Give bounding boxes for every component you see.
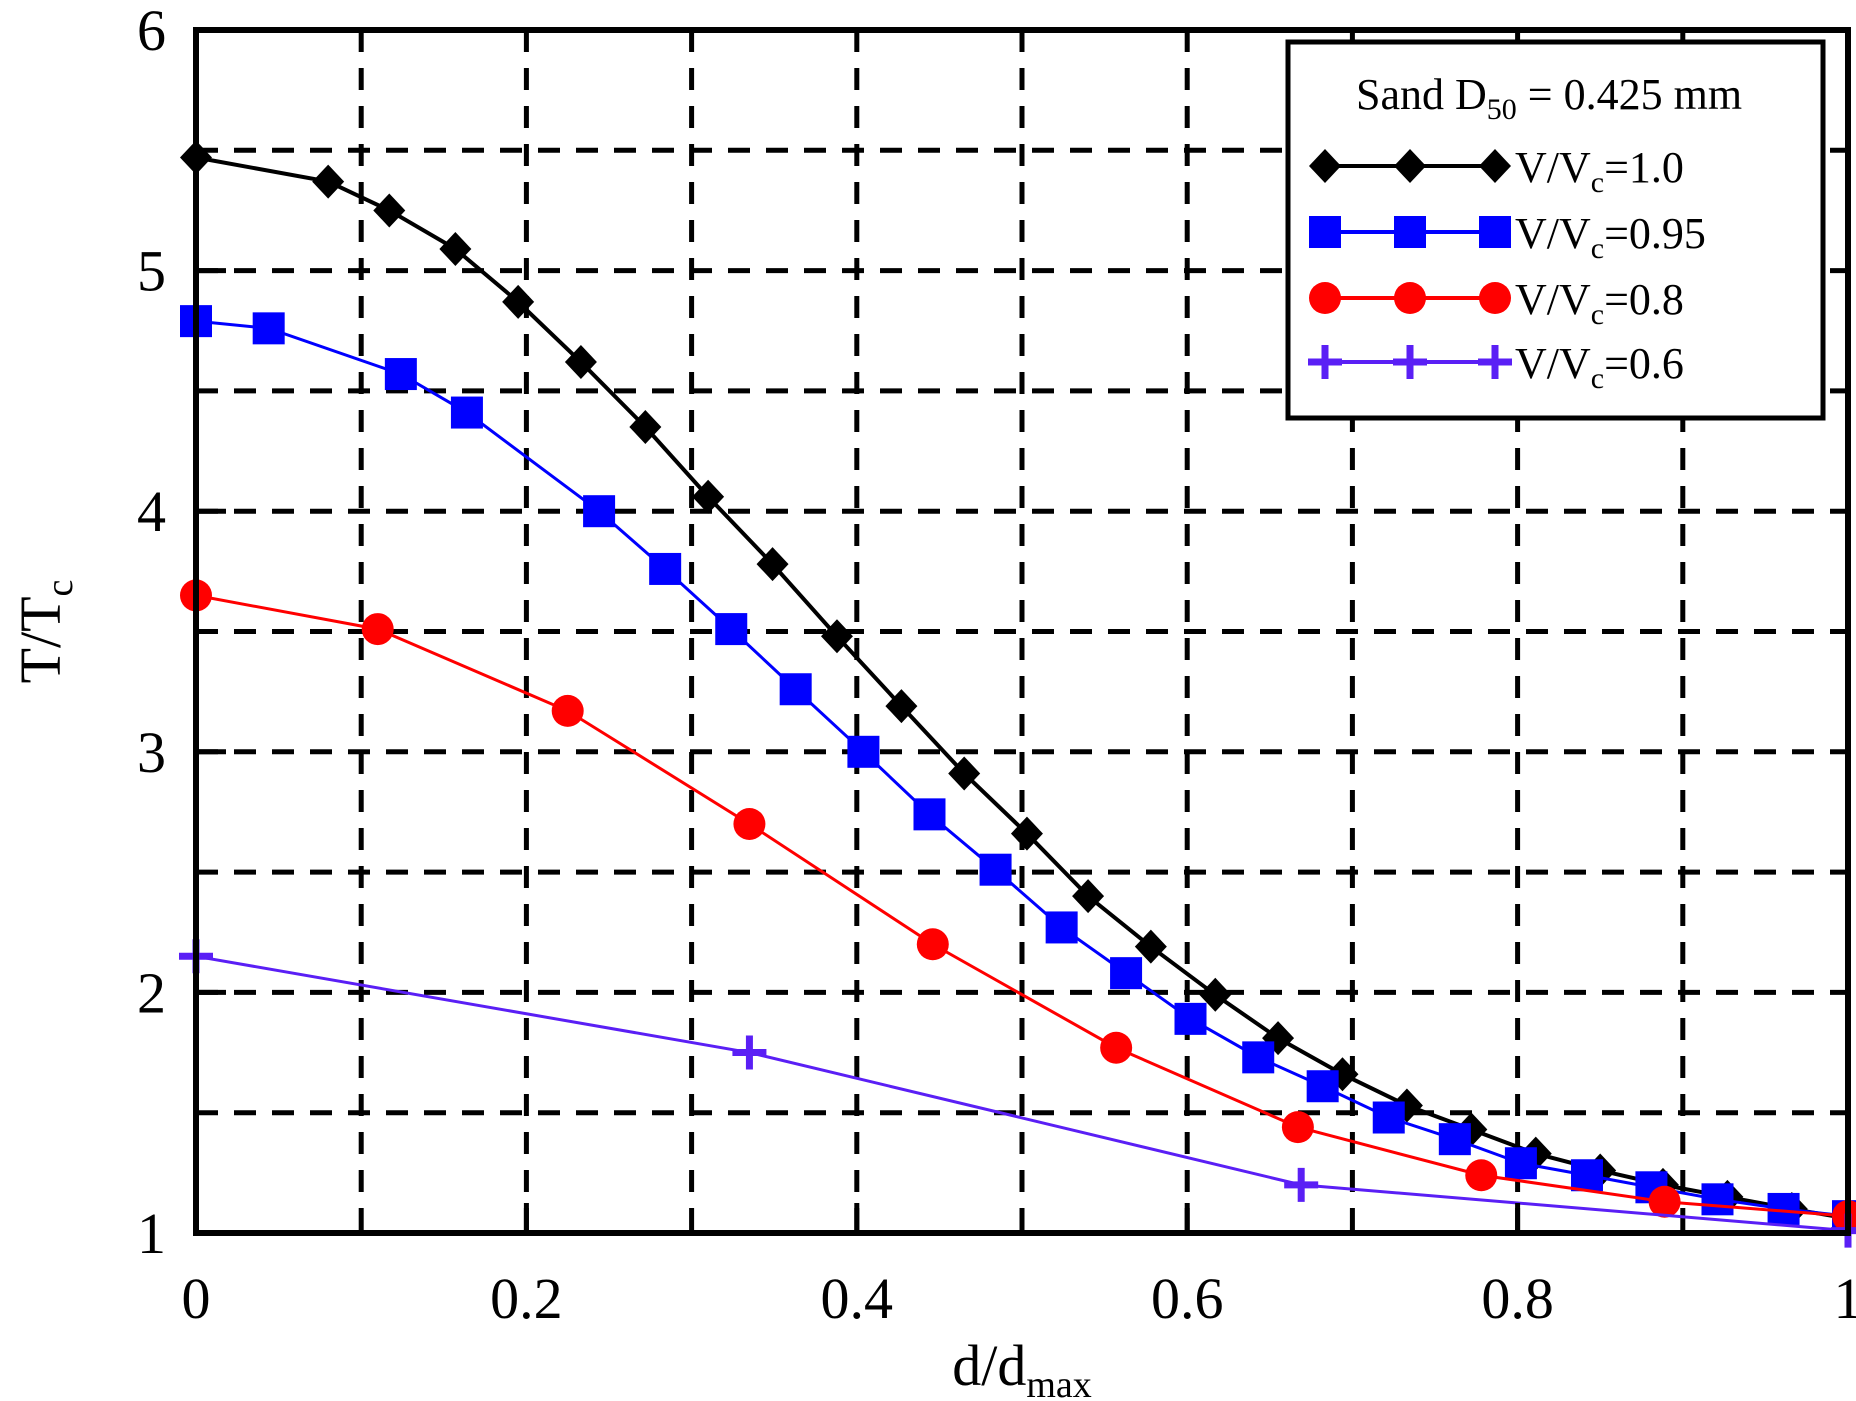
data-point-square <box>1242 1041 1275 1074</box>
data-point-square <box>1309 216 1341 248</box>
legend-entry: V/Vc=0.8 <box>1309 275 1684 331</box>
data-point-square <box>450 396 483 429</box>
data-point-square <box>1306 1070 1339 1103</box>
data-point-diamond <box>1479 149 1511 183</box>
data-point-square <box>649 552 682 585</box>
series-square <box>180 305 1856 1233</box>
data-point-circle <box>1100 1031 1133 1064</box>
y-tick-label: 4 <box>137 479 166 544</box>
data-point-diamond <box>1309 149 1341 183</box>
data-point-diamond <box>629 409 662 444</box>
data-point-plus <box>1393 345 1427 379</box>
x-tick-label: 0.4 <box>821 1266 894 1331</box>
data-point-plus <box>1478 345 1512 379</box>
axis-ticks: 0 0.2 0.4 0.6 0.8 1 1 2 3 4 5 6 <box>137 0 1856 1331</box>
data-point-square <box>1394 216 1426 248</box>
data-point-circle <box>1479 282 1511 314</box>
legend: Sand D50 = 0.425 mm V/Vc=1.0V/Vc=0.95V/V… <box>1285 39 1826 421</box>
legend-entries: V/Vc=1.0 V/Vc=0.95 V/Vc=0.8 V/Vc=0.6 <box>1308 143 1706 395</box>
y-tick-label: 2 <box>137 960 166 1025</box>
data-point-square <box>1372 1101 1405 1134</box>
data-point-diamond <box>1199 977 1232 1012</box>
data-point-circle <box>361 613 394 646</box>
series-line <box>195 954 1849 1233</box>
legend-title: Sand D50 = 0.425 mm <box>1356 70 1742 126</box>
x-tick-label: 0 <box>182 1266 211 1331</box>
data-point-circle <box>1394 282 1426 314</box>
data-point-square <box>384 358 417 391</box>
data-point-plus <box>1284 1167 1319 1202</box>
legend-label: V/Vc=0.95 <box>1515 209 1706 265</box>
data-point-circle <box>916 928 949 961</box>
data-point-circle <box>733 807 766 840</box>
data-point-diamond <box>373 193 406 228</box>
data-point-diamond <box>439 231 472 266</box>
data-point-circle <box>1465 1159 1498 1192</box>
legend-entry: V/Vc=0.6 <box>1308 339 1684 395</box>
y-tick-label: 1 <box>137 1201 166 1266</box>
data-point-diamond <box>756 547 789 582</box>
data-point-diamond <box>692 479 725 514</box>
y-tick-label: 5 <box>137 239 166 304</box>
series-plus <box>179 939 1856 1248</box>
legend-label: V/Vc=0.8 <box>1515 275 1684 331</box>
data-point-diamond <box>312 164 345 199</box>
data-point-circle <box>1281 1111 1314 1144</box>
y-tick-label: 3 <box>137 720 166 785</box>
series-line <box>195 593 1849 1218</box>
legend-label: V/Vc=0.6 <box>1515 339 1684 395</box>
data-point-plus <box>1308 345 1342 379</box>
data-point-square <box>252 312 285 345</box>
data-point-square <box>1045 911 1078 944</box>
data-point-square <box>913 798 946 831</box>
data-point-square <box>1174 1002 1207 1035</box>
y-axis-label: T/Tc <box>8 580 81 684</box>
data-point-circle <box>1648 1185 1681 1218</box>
data-point-square <box>1504 1147 1537 1180</box>
series-layer <box>179 140 1856 1248</box>
legend-label: V/Vc=1.0 <box>1515 143 1684 199</box>
x-tick-label: 0.8 <box>1481 1266 1554 1331</box>
x-tick-label: 1 <box>1834 1266 1856 1331</box>
y-tick-label: 6 <box>137 0 166 63</box>
data-point-square <box>1479 216 1511 248</box>
data-point-diamond <box>564 345 597 380</box>
data-point-circle <box>1309 282 1341 314</box>
data-point-diamond <box>885 689 918 724</box>
legend-entry: V/Vc=0.95 <box>1309 209 1706 265</box>
data-point-diamond <box>502 284 535 319</box>
data-point-square <box>847 735 880 768</box>
data-point-circle <box>551 694 584 727</box>
data-point-square <box>1110 957 1143 990</box>
data-point-diamond <box>820 619 853 654</box>
data-point-diamond <box>1394 149 1426 183</box>
data-point-square <box>979 853 1012 886</box>
data-point-square <box>583 495 616 528</box>
data-point-square <box>1438 1123 1471 1156</box>
data-point-diamond <box>1134 929 1167 964</box>
data-point-square <box>1570 1159 1603 1192</box>
data-point-square <box>1701 1183 1734 1216</box>
x-tick-label: 0.6 <box>1151 1266 1224 1331</box>
plot-frame <box>193 27 1851 1236</box>
x-axis-label: d/dmax <box>952 1333 1092 1401</box>
data-point-plus <box>732 1035 767 1070</box>
legend-entry: V/Vc=1.0 <box>1309 143 1684 199</box>
data-point-diamond <box>1072 879 1105 914</box>
data-point-diamond <box>948 756 981 791</box>
x-tick-label: 0.2 <box>490 1266 563 1331</box>
data-point-diamond <box>1010 816 1043 851</box>
data-point-square <box>779 673 812 706</box>
series-circle <box>180 579 1856 1233</box>
data-point-square <box>715 613 748 646</box>
